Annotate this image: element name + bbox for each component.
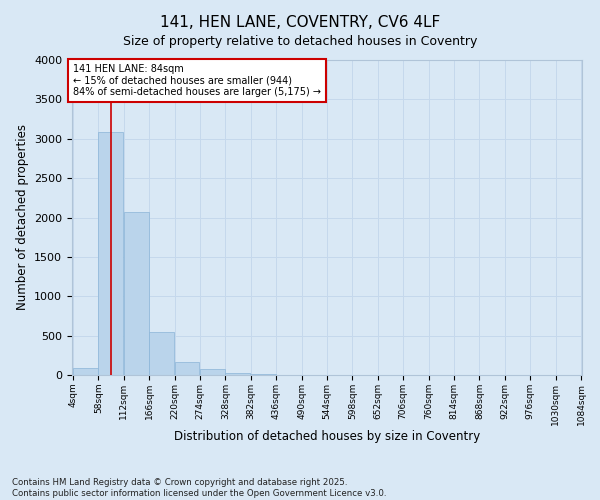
Bar (175, 362, 199, 375)
Text: Contains HM Land Registry data © Crown copyright and database right 2025.
Contai: Contains HM Land Registry data © Crown c… (12, 478, 386, 498)
Y-axis label: Number of detached properties: Number of detached properties (16, 124, 29, 310)
X-axis label: Distribution of detached houses by size in Coventry: Distribution of detached houses by size … (174, 430, 480, 444)
Bar (200, 370, 225, 375)
Bar (124, 212, 149, 375)
Text: Size of property relative to detached houses in Coventry: Size of property relative to detached ho… (123, 35, 477, 48)
Bar (98, 132, 123, 375)
Bar (149, 332, 174, 375)
Bar (251, 374, 275, 375)
Bar (226, 373, 250, 375)
Bar (73, 368, 98, 375)
Text: 141, HEN LANE, COVENTRY, CV6 4LF: 141, HEN LANE, COVENTRY, CV6 4LF (160, 15, 440, 30)
Text: 141 HEN LANE: 84sqm
← 15% of detached houses are smaller (944)
84% of semi-detac: 141 HEN LANE: 84sqm ← 15% of detached ho… (73, 64, 321, 97)
